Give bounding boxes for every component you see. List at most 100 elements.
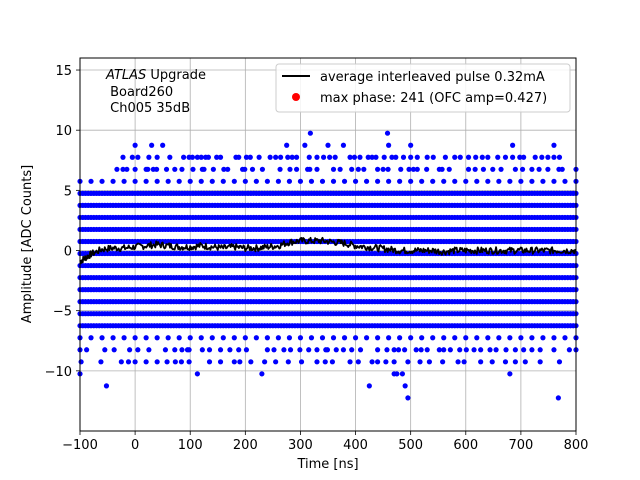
sample-point [413,347,419,353]
sample-point [88,335,94,341]
sample-point [366,383,372,389]
x-tick-label: 200 [233,438,258,453]
sample-point [394,371,400,377]
y-tick-label: 5 [64,184,72,199]
sample-point [463,347,469,353]
sample-point [242,166,248,172]
sample-point [556,359,563,365]
annotation-line1: ATLAS Upgrade [105,68,206,83]
sample-point [537,359,543,365]
sample-point [186,347,192,353]
sample-point [551,142,557,148]
x-axis-label: Time [ns] [296,457,358,472]
sample-point [298,359,305,365]
sample-point [127,347,133,353]
sample-point [455,359,461,365]
sample-point [566,347,572,353]
sample-point [286,178,293,184]
sample-point [373,154,379,160]
sample-point [381,154,387,160]
sample-point [273,154,279,160]
sample-point [478,347,484,353]
sample-point [510,142,516,148]
sample-point [179,166,185,172]
sample-point [384,130,391,136]
sample-point [351,154,358,160]
sample-point [340,347,347,353]
sample-point [253,178,259,184]
sample-point [160,142,166,148]
sample-point [375,347,381,353]
sample-point [132,166,138,172]
sample-point [132,178,138,184]
sample-point [259,371,265,377]
sample-point [369,154,375,160]
sample-point [536,166,542,172]
sample-point [210,166,216,172]
sample-point [167,154,173,160]
sample-point [319,178,326,184]
sample-point [532,154,538,160]
sample-point [114,166,120,172]
sample-point [485,335,491,341]
sample-point [236,347,242,353]
sample-point [487,347,493,353]
sample-point [78,359,84,365]
sample-point [281,347,287,353]
sample-point [551,178,557,184]
sample-point [163,166,170,172]
sample-point [194,371,200,377]
annotation-line2: Board260 [106,85,173,100]
sample-point [380,166,386,172]
sample-point [154,154,160,160]
sample-point [521,347,527,353]
sample-point [485,154,491,160]
sample-point [154,166,160,172]
sample-point [457,347,463,353]
sample-point [187,178,193,184]
sample-point [227,347,233,353]
sample-point [271,347,277,353]
sample-point [397,178,403,184]
sample-point [478,359,484,365]
y-tick-label: 15 [55,64,72,79]
sample-point [529,347,535,353]
sample-point [120,166,126,172]
sample-point [436,347,442,353]
sample-point [214,154,220,160]
annotation-rest: Upgrade [146,68,206,83]
sample-point [199,347,205,353]
sample-point [99,335,105,341]
sample-point [502,359,509,365]
data-layer [77,130,579,401]
sample-point [84,347,90,353]
sample-point [327,154,333,160]
sample-point [551,347,557,353]
sample-point [264,178,270,184]
sample-point [529,178,535,184]
sample-point [383,359,389,365]
sample-point [517,154,523,160]
sample-point [277,166,283,172]
sample-point [419,178,425,184]
sample-point [507,371,513,377]
sample-point [545,166,551,172]
sample-point [248,359,254,365]
sample-point [132,142,138,148]
sample-point [417,359,423,365]
sample-point [408,178,414,184]
sample-point [493,347,499,353]
sample-point [472,166,478,172]
x-tick-label: 500 [398,438,423,453]
sample-point [125,359,132,365]
sample-point [146,347,152,353]
sample-point [529,335,535,341]
sample-point [361,166,367,172]
sample-point [405,395,411,401]
sample-point [357,347,364,353]
sample-point [408,154,414,160]
sample-point [172,166,178,172]
y-tick-label: −10 [45,365,72,380]
sample-point [529,166,535,172]
sample-point [273,359,279,365]
